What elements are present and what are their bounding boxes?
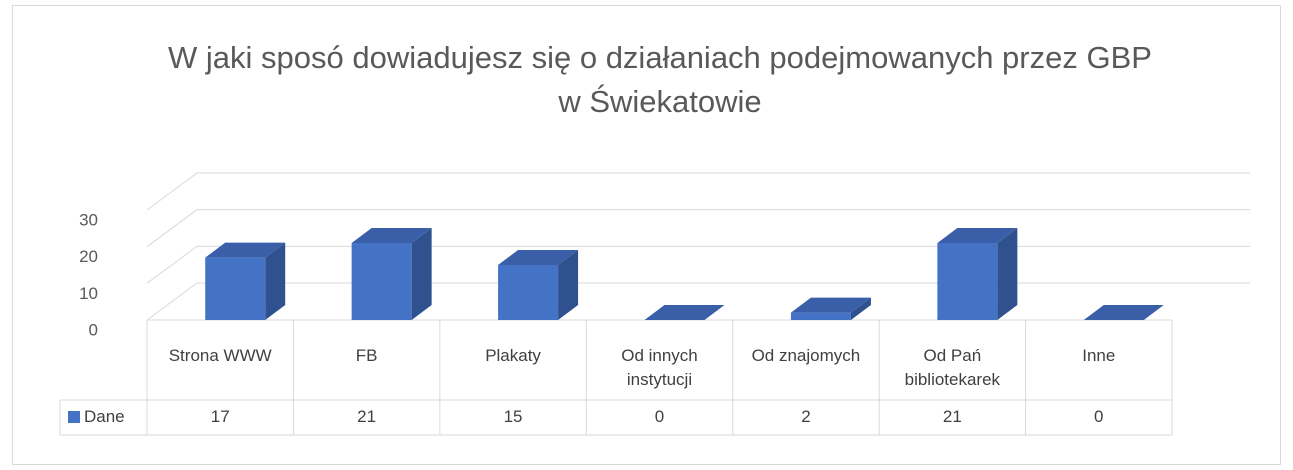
x-tick-label: Inne bbox=[1082, 346, 1116, 365]
bar-top bbox=[205, 242, 286, 258]
grid-line bbox=[146, 172, 1250, 211]
y-tick-label: 30 bbox=[79, 210, 98, 229]
bar-side bbox=[997, 228, 1018, 320]
x-tick-label: Od znajomych bbox=[751, 346, 861, 365]
x-tick-label: Od innych instytucji bbox=[621, 346, 698, 389]
bar-side bbox=[411, 228, 432, 320]
grid-line bbox=[146, 282, 1250, 321]
bar bbox=[937, 228, 1018, 320]
chart-border bbox=[12, 5, 1281, 465]
legend-label: Dane bbox=[84, 407, 125, 426]
bar-top bbox=[498, 250, 579, 265]
bar-top bbox=[790, 297, 871, 313]
y-tick-label: 20 bbox=[79, 247, 98, 266]
bar bbox=[351, 228, 432, 320]
bar-front bbox=[205, 257, 266, 320]
table-value: 0 bbox=[1094, 407, 1104, 426]
y-tick-label: 10 bbox=[79, 284, 98, 303]
table-value: 15 bbox=[503, 407, 523, 426]
table-value: 0 bbox=[654, 407, 665, 426]
table-value: 17 bbox=[210, 407, 230, 426]
bar-front bbox=[937, 243, 998, 320]
grid-line bbox=[146, 245, 1250, 284]
bar bbox=[1083, 305, 1164, 320]
bar-side bbox=[558, 250, 579, 320]
bar-top bbox=[351, 228, 432, 243]
bar-top bbox=[644, 305, 725, 320]
x-tick-label: Plakaty bbox=[485, 346, 541, 365]
bar-front bbox=[790, 312, 851, 320]
bar-side bbox=[850, 297, 871, 320]
bar bbox=[498, 250, 579, 320]
bar bbox=[644, 305, 725, 320]
x-tick-label: Od Pań bibliotekarek bbox=[904, 346, 1001, 389]
bar-front bbox=[351, 243, 412, 320]
table-value: 2 bbox=[801, 407, 811, 426]
chart-title: W jaki sposó dowiadujesz się o działania… bbox=[168, 40, 1152, 119]
bar-front bbox=[498, 265, 559, 320]
x-tick-label: FB bbox=[355, 346, 378, 365]
table-value: 21 bbox=[357, 407, 377, 426]
legend-swatch bbox=[68, 411, 80, 423]
grid-line bbox=[146, 209, 1250, 248]
x-tick-label: Strona WWW bbox=[168, 346, 272, 365]
y-tick-label: 0 bbox=[89, 320, 98, 339]
bar bbox=[790, 297, 871, 320]
bar-top bbox=[937, 228, 1018, 243]
table-value: 21 bbox=[942, 407, 962, 426]
bar-top bbox=[1083, 305, 1164, 320]
bar-side bbox=[265, 242, 286, 320]
bar bbox=[205, 242, 286, 320]
